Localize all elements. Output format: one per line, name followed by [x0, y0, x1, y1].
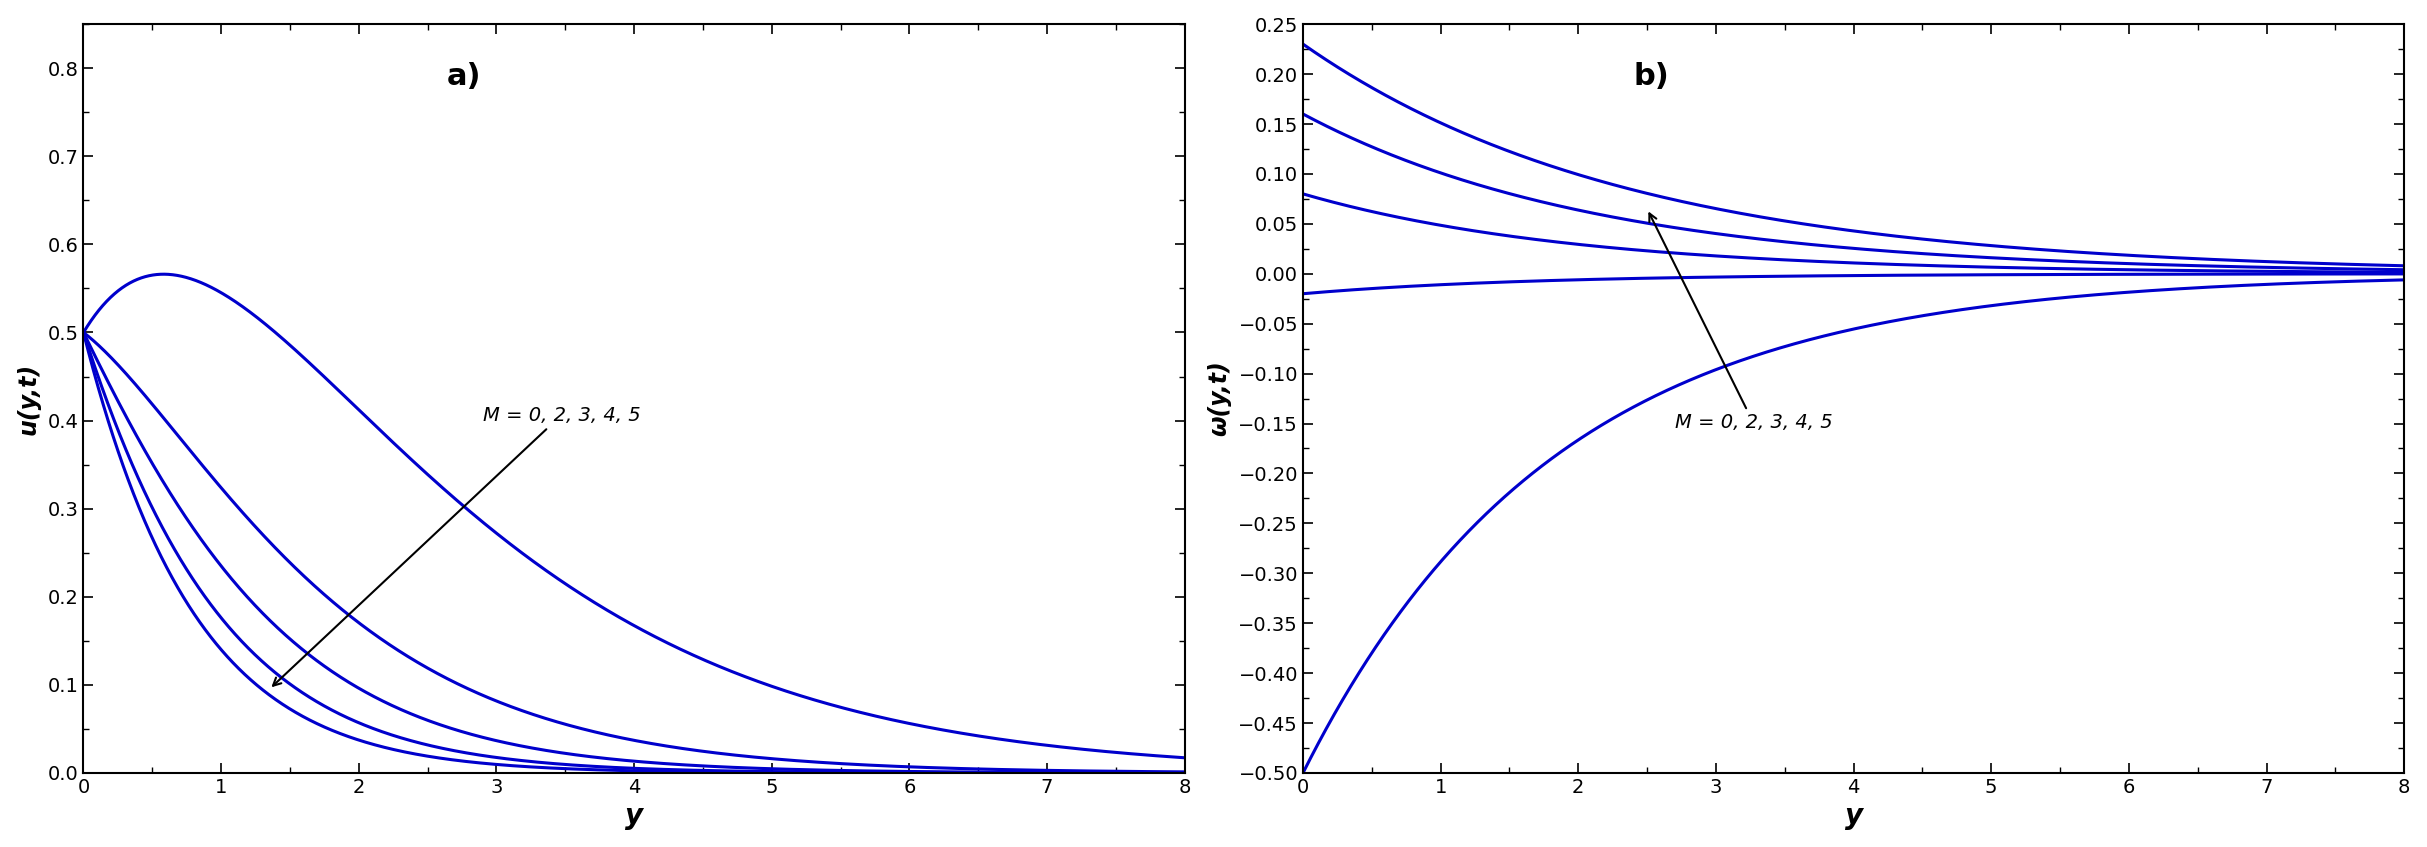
Text: b): b): [1633, 62, 1670, 91]
X-axis label: y: y: [626, 802, 643, 830]
Y-axis label: u(y,t): u(y,t): [17, 363, 41, 435]
X-axis label: y: y: [1845, 802, 1862, 830]
Text: a): a): [447, 62, 481, 91]
Y-axis label: ω(y,t): ω(y,t): [1209, 361, 1230, 436]
Text: M = 0, 2, 3, 4, 5: M = 0, 2, 3, 4, 5: [272, 406, 641, 686]
Text: M = 0, 2, 3, 4, 5: M = 0, 2, 3, 4, 5: [1650, 213, 1832, 433]
